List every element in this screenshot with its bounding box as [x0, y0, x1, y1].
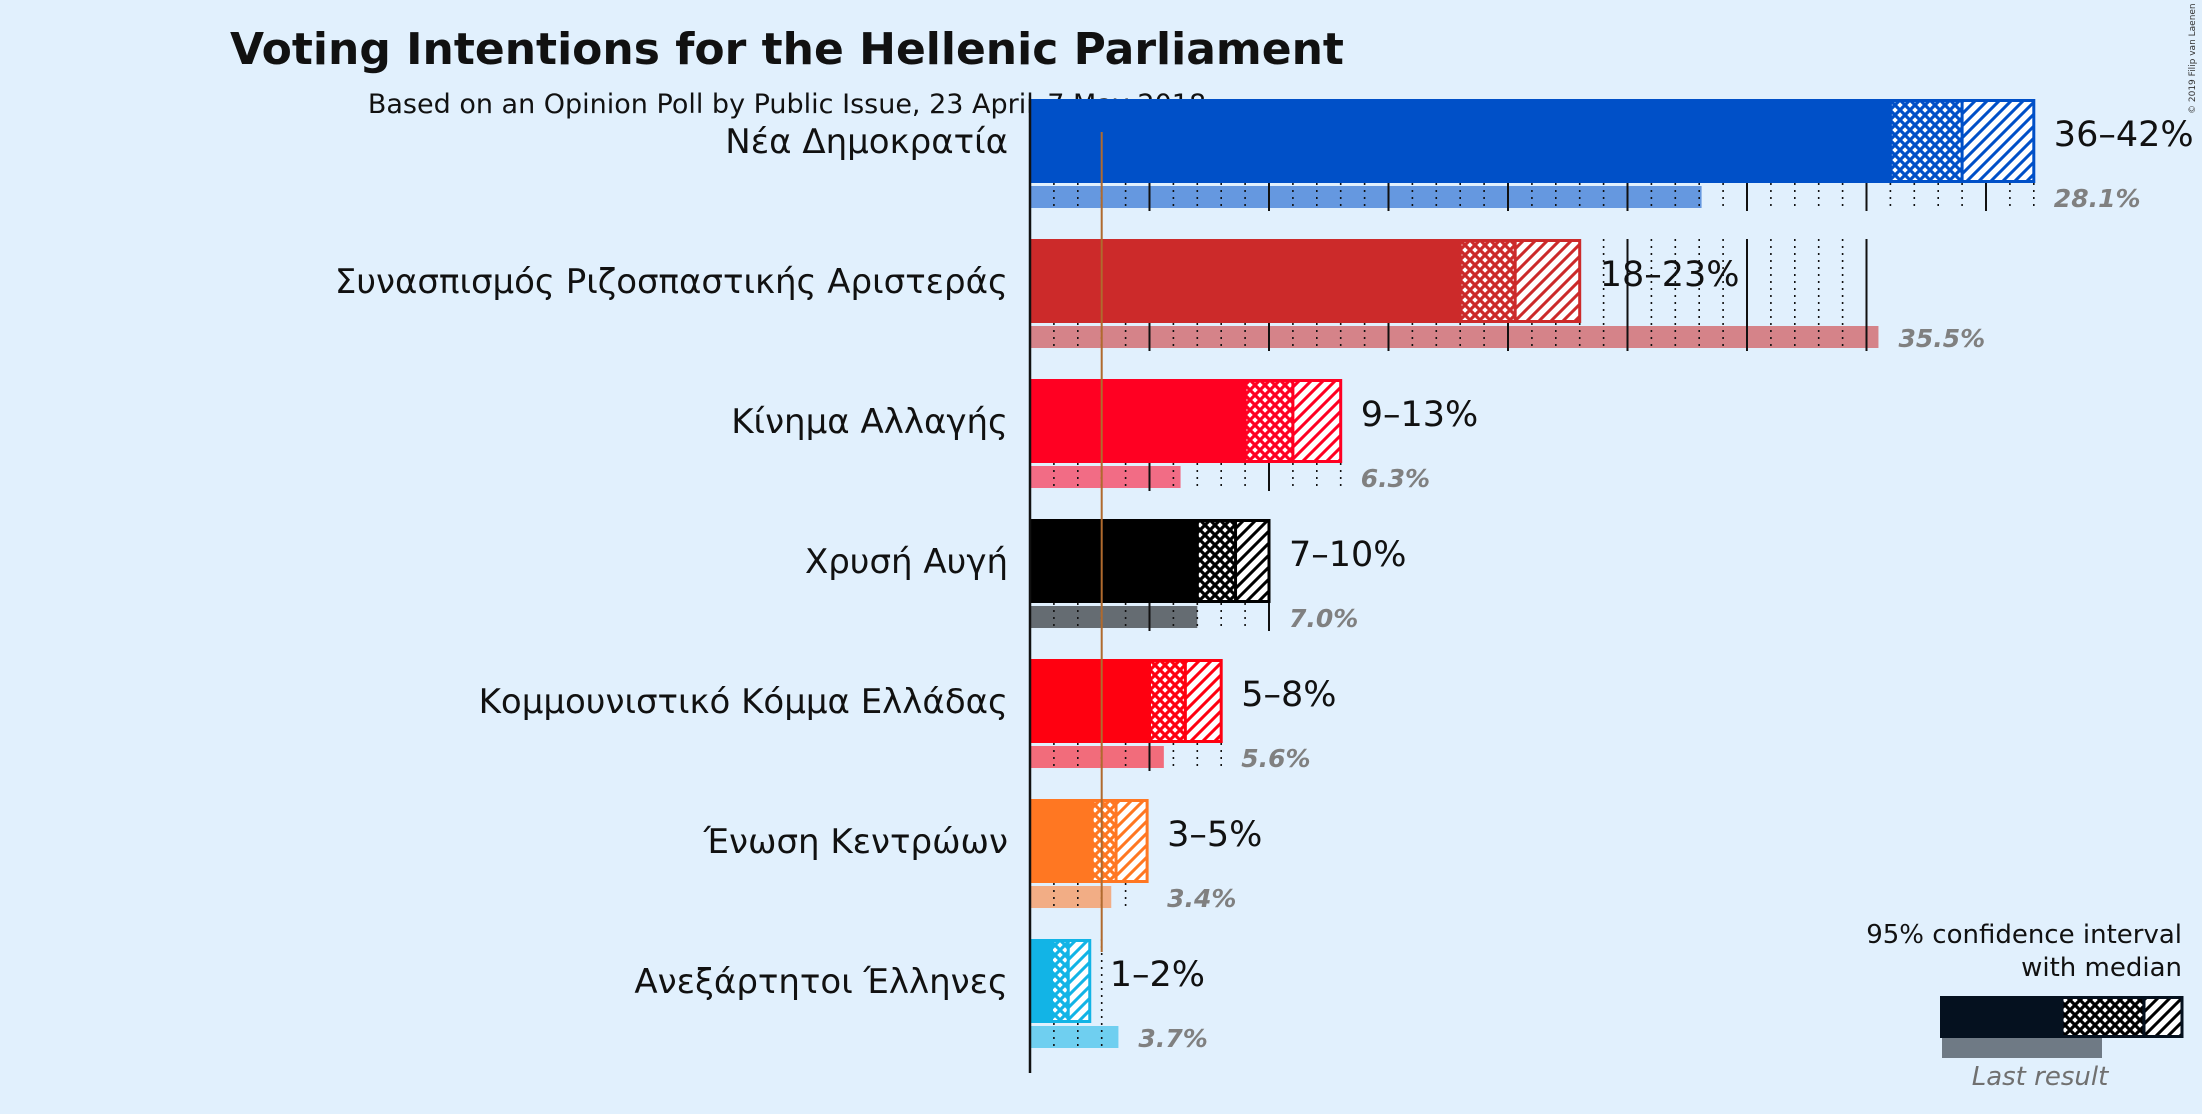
ci-lower-segment — [1092, 799, 1117, 883]
party-label: Νέα Δημοκρατία — [725, 122, 1008, 162]
last-result-bar — [1030, 1026, 1119, 1048]
bars-group: Νέα Δημοκρατία 36–42% 28.1% Συνασπισμός Ριζ… — [335, 99, 2194, 1073]
ci-outline — [1458, 239, 1582, 323]
party-label: Ένωση Κεντρώων — [703, 822, 1008, 862]
legend-ci-outline — [2060, 996, 2184, 1038]
chart-title: Voting Intentions for the Hellenic Parli… — [230, 24, 1344, 75]
ci-upper-segment — [1515, 239, 1580, 323]
last-result-bar — [1030, 186, 1702, 208]
legend-last-result-label: Last result — [1972, 1062, 2109, 1092]
solid-bar — [1030, 799, 1093, 883]
party-label: Ανεξάρτητοι Έλληνες — [634, 962, 1008, 1002]
last-result-bar — [1030, 326, 1879, 348]
legend-ci-upper — [2144, 996, 2182, 1038]
range-label: 1–2% — [1110, 955, 1205, 995]
party-label: Χρυσή Αυγή — [805, 542, 1008, 582]
copyright-text: © 2019 Filip van Laenen — [2188, 3, 2198, 114]
last-result-bar — [1030, 466, 1181, 488]
ci-upper-segment — [1235, 519, 1269, 603]
party-label: Κίνημα Αλλαγής — [731, 402, 1008, 442]
ci-outline — [1090, 799, 1149, 883]
ci-lower-segment — [1051, 939, 1069, 1023]
ci-outline — [1195, 519, 1271, 603]
party-label: Κομμουνιστικό Κόμμα Ελλάδας — [479, 682, 1008, 722]
solid-bar — [1030, 239, 1461, 323]
last-result-label: 6.3% — [1361, 464, 1430, 493]
solid-bar — [1030, 939, 1052, 1023]
range-label: 36–42% — [2054, 115, 2194, 155]
ci-lower-segment — [1197, 519, 1236, 603]
ci-lower-segment — [1460, 239, 1516, 323]
last-result-label: 5.6% — [1241, 744, 1310, 773]
range-label: 9–13% — [1361, 395, 1479, 435]
last-result-bar — [1030, 606, 1198, 628]
legend-ci-lower — [2062, 996, 2144, 1038]
legend-solid-bar — [1940, 996, 2062, 1038]
last-result-label: 35.5% — [1898, 324, 1985, 353]
last-result-bar — [1030, 746, 1164, 768]
range-label: 5–8% — [1241, 675, 1336, 715]
ci-lower-segment — [1890, 99, 1963, 183]
range-label: 18–23% — [1600, 255, 1740, 295]
ci-upper-segment — [1185, 659, 1222, 743]
last-result-bar — [1030, 886, 1112, 908]
last-result-label: 28.1% — [2054, 184, 2141, 213]
solid-bar — [1030, 379, 1246, 463]
ci-outline — [1050, 939, 1092, 1023]
last-result-label: 7.0% — [1289, 604, 1358, 633]
last-result-label: 3.4% — [1167, 884, 1236, 913]
legend-ci-label: 95% confidence interval — [1866, 920, 2182, 950]
solid-bar — [1030, 99, 1891, 183]
party-label: Συνασπισμός Ριζοσπαστικής Αριστεράς — [335, 262, 1008, 302]
ci-lower-segment — [1149, 659, 1186, 743]
ci-upper-segment — [1116, 799, 1148, 883]
range-label: 3–5% — [1167, 815, 1262, 855]
legend-median-label: with median — [2021, 953, 2182, 983]
solid-bar — [1030, 659, 1150, 743]
range-label: 7–10% — [1289, 535, 1407, 575]
ci-upper-segment — [1292, 379, 1341, 463]
ci-upper-segment — [1962, 99, 2034, 183]
legend-last-result-bar — [1942, 1038, 2102, 1058]
last-result-label: 3.7% — [1138, 1024, 1207, 1053]
solid-bar — [1030, 519, 1198, 603]
ci-lower-segment — [1245, 379, 1293, 463]
ci-upper-segment — [1068, 939, 1090, 1023]
